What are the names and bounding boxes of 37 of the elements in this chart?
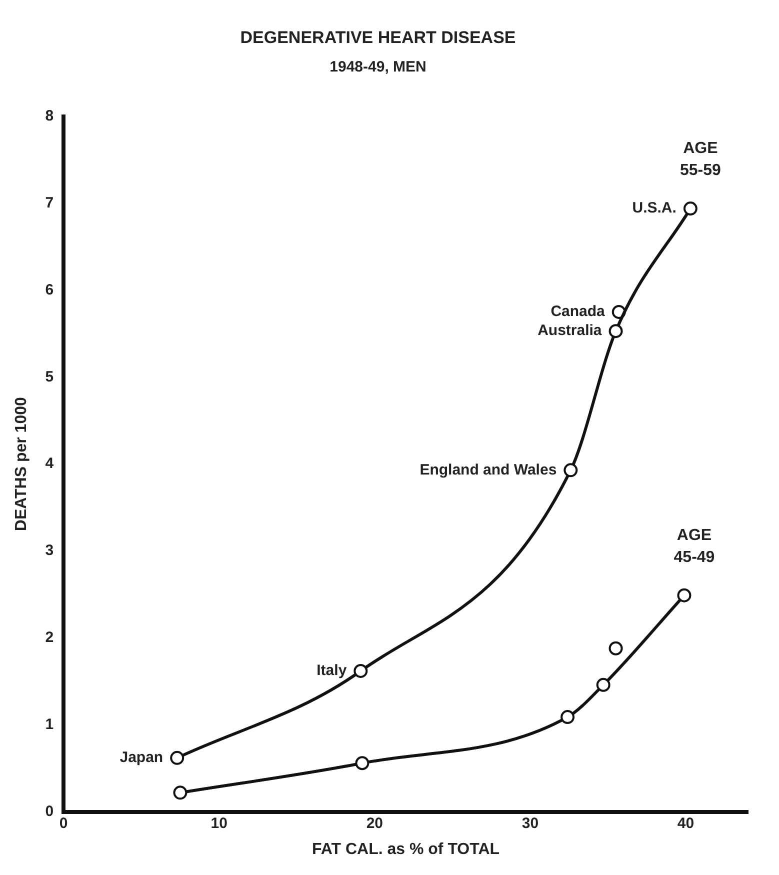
point [564, 463, 578, 478]
y-tick-label: 8 [45, 108, 54, 125]
annotation: Canada [550, 303, 606, 320]
x-tick-label: 20 [366, 814, 384, 832]
point [608, 324, 623, 338]
annotation: Italy [316, 662, 348, 680]
y-tick-label: 1 [45, 716, 54, 734]
y-tick-label: 7 [45, 194, 54, 212]
point [354, 664, 368, 678]
series-label: AGE 45-49 [674, 526, 715, 566]
point [170, 750, 184, 765]
chart-subtitle: 1948-49, MEN [330, 58, 426, 76]
y-tick-label: 5 [45, 368, 54, 386]
point [608, 641, 623, 656]
series-label: AGE 55-59 [680, 140, 722, 179]
y-axis-title: DEATHS per 1000 [13, 397, 30, 532]
annotation: England and Wales [420, 461, 557, 478]
y-tick-label: 0 [45, 802, 54, 820]
y-tick-label: 3 [45, 542, 54, 560]
y-tick-label: 4 [45, 455, 54, 472]
x-tick-label: 30 [522, 814, 539, 832]
point [596, 678, 610, 692]
annotation: Australia [538, 322, 602, 340]
x-tick-label: 10 [210, 814, 228, 832]
y-tick-label: 6 [45, 281, 54, 298]
x-axis-title: FAT CAL. as % of TOTAL [312, 840, 500, 858]
chart-title: DEGENERATIVE HEART DISEASE [240, 28, 516, 47]
point [677, 588, 692, 602]
point [355, 756, 370, 770]
annotation: Japan [120, 749, 164, 766]
point [683, 202, 698, 216]
y-tick-label: 2 [45, 629, 54, 646]
point [560, 710, 575, 724]
annotation: U.S.A. [632, 200, 676, 217]
x-tick-label: 40 [677, 814, 694, 832]
x-tick-label: 0 [59, 814, 68, 832]
point [173, 786, 188, 800]
